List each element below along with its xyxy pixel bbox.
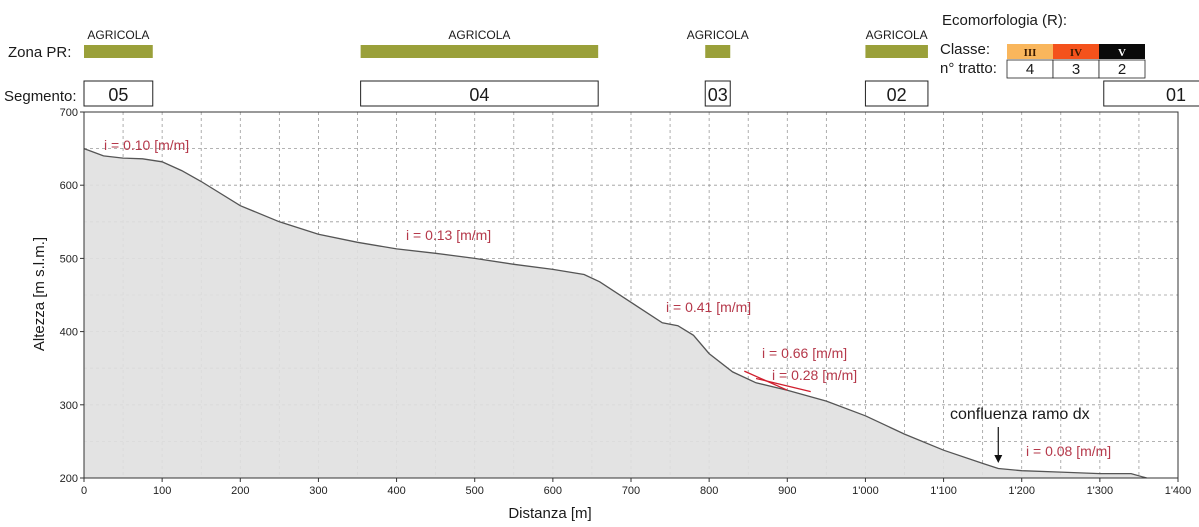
x-tick-label: 300 [309,485,327,497]
y-tick-label: 500 [60,253,78,265]
x-tick-label: 500 [466,485,484,497]
classe-cell-label: IV [1070,47,1082,59]
classe-cell [1099,44,1145,59]
x-tick-label: 700 [622,485,640,497]
y-tick-label: 300 [60,400,78,412]
zona-pr-band [360,45,599,58]
x-tick-label: 1'000 [852,485,879,497]
segment-box [83,80,154,107]
x-tick-label: 1'200 [1008,485,1035,497]
zona-pr-band [84,45,153,58]
tratto-cell-label: 3 [1072,61,1080,78]
profile-line [83,147,1147,479]
confluence-arrow-head [994,455,1003,463]
slope-segment [755,377,811,393]
slope-label-3: i = 0.41 [m/m] [666,299,751,315]
segment-box-label: 03 [708,85,728,105]
tratto-label: n° tratto: [940,60,997,77]
zona-pr-band-label: AGRICOLA [87,28,149,42]
x-axis-label: Distanza [m] [508,505,591,522]
y-tick-label: 200 [60,473,78,485]
segment-box [360,80,599,107]
segment-box-label: 02 [887,85,907,105]
x-tick-label: 1'100 [930,485,957,497]
x-tick-label: 900 [778,485,796,497]
confluence-arrow [994,427,1003,463]
segment-box [864,80,929,107]
zona-pr-band [865,45,928,58]
tratto-cell [1098,59,1146,79]
y-tick-label: 400 [60,327,78,339]
classe-cell-label: V [1118,47,1126,59]
classe-cell [1053,44,1099,59]
x-tick-label: 600 [544,485,562,497]
classe-label: Classe: [940,41,990,58]
slope-label-5: i = 0.28 [m/m] [772,367,857,383]
zona-pr-band-label: AGRICOLA [866,28,928,42]
segment-boxes: 05 04 03 02 01 [83,80,1199,107]
classe-cell [1007,44,1053,59]
y-tick-label: 600 [60,180,78,192]
zona-pr-band-label: AGRICOLA [687,28,749,42]
x-tick-label: 100 [153,485,171,497]
axis-ticks: 0 100 200 300 400 500 600 700 800 900 1'000 1'100 1'… [60,107,1192,497]
x-tick-label: 400 [387,485,405,497]
segment-box [704,80,731,107]
slope-label-1: i = 0.10 [m/m] [104,137,189,153]
x-tick-label: 1'300 [1087,485,1114,497]
y-tick-label: 700 [60,107,78,119]
segment-box-label: 04 [469,85,489,105]
x-tick-label: 200 [231,485,249,497]
classe-cell-label: III [1024,47,1037,59]
segment-row-label: Segmento: [4,88,77,105]
y-axis-label: Altezza [m s.l.m.] [31,237,48,351]
ecomorfologia-table: III 4 IV 3 V 2 [1006,44,1146,79]
x-tick-label: 800 [700,485,718,497]
slope-label-2: i = 0.13 [m/m] [406,227,491,243]
slope-segments [744,370,811,393]
tratto-cell-label: 2 [1118,61,1126,78]
zona-pr-band [705,45,731,58]
x-tick-label: 0 [81,485,87,497]
slope-label-4: i = 0.66 [m/m] [762,345,847,361]
tratto-cell-label: 4 [1026,61,1034,78]
segment-box-label: 05 [108,85,128,105]
segment-box-label: 01 [1166,85,1186,105]
slope-label-6: i = 0.08 [m/m] [1026,443,1111,459]
x-tick-label: 1'400 [1165,485,1192,497]
segment-box [1103,80,1199,107]
zona-pr-bands: AGRICOLA AGRICOLA AGRICOLA AGRICOLA [84,28,928,58]
ecomorfologia-title: Ecomorfologia (R): [942,12,1067,29]
zona-pr-label: Zona PR: [8,44,71,61]
profile-area [84,148,1147,478]
zona-pr-band-label: AGRICOLA [448,28,510,42]
confluence-label: confluenza ramo dx [950,406,1090,423]
